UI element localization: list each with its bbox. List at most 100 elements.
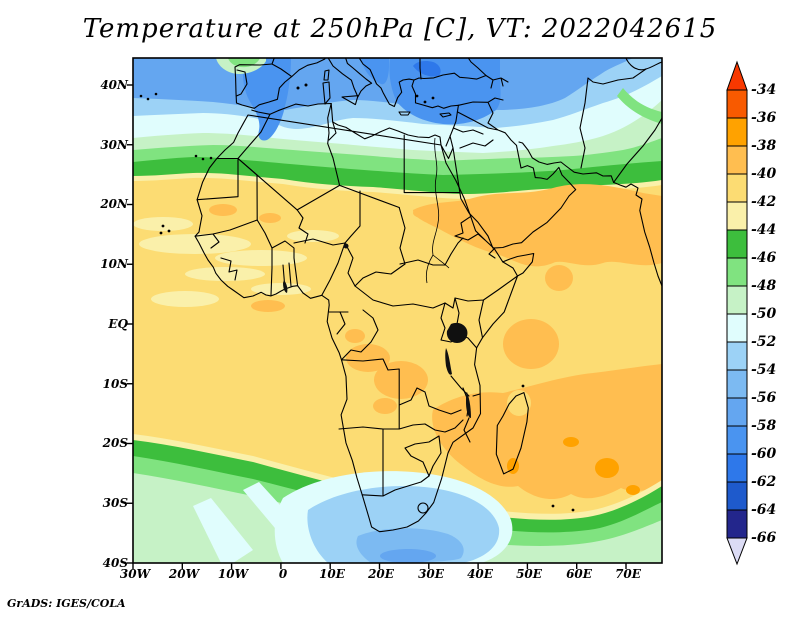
- border-mali-niger-burkina: [256, 209, 309, 269]
- field-south-palegreen: [133, 473, 662, 563]
- lakes: [283, 243, 471, 418]
- border-cameroon-car-chad: [344, 242, 406, 287]
- border-sudan-ssudan-ethiopia: [399, 215, 486, 266]
- field-south-deepest-blue: [380, 549, 436, 563]
- lat-label-30s: 30S: [102, 496, 128, 510]
- field-ne-orange: [413, 184, 662, 267]
- border-angola-namibia-caprivi: [338, 423, 426, 430]
- island-sardinia-corsica: [322, 69, 331, 105]
- colorbar-over-triangle: [726, 60, 748, 91]
- lat-label-40s: 40S: [102, 556, 128, 570]
- colorbar-label: -38: [751, 138, 777, 154]
- coastline-iberia: [234, 58, 326, 109]
- border-westafrica-verticals: [220, 238, 346, 296]
- lat-label-10s: 10S: [102, 377, 128, 391]
- colorbar-segment: [726, 229, 748, 259]
- island-crete-cyprus: [398, 111, 452, 118]
- border-eastafrica: [440, 297, 478, 349]
- colorbar-label: -40: [751, 166, 777, 182]
- colorbar-label: -64: [751, 502, 777, 518]
- colorbar-label: -48: [751, 278, 777, 294]
- lon-label-30w: 30W: [119, 567, 151, 581]
- field-aegean-deepblue: [389, 58, 501, 125]
- lon-label-30e: 30E: [418, 567, 444, 581]
- map-plot-area: [127, 57, 663, 569]
- lon-label-60e: 60E: [566, 567, 592, 581]
- border-congo-drc: [340, 309, 379, 361]
- colorbar-segment: [726, 201, 748, 231]
- coastline-persiangulf-india: [518, 141, 662, 287]
- colorbar-segment: [726, 425, 748, 455]
- lat-label-10n: 10N: [100, 257, 128, 271]
- lon-label-20e: 20E: [368, 567, 394, 581]
- colorbar-label: -50: [751, 306, 777, 322]
- colorbar-under-triangle: [726, 537, 748, 566]
- border-algeria-tunisia-libya: [327, 102, 341, 186]
- colorbar-label: -54: [751, 362, 777, 378]
- border-iran-caucasus: [485, 68, 647, 169]
- colorbar-label: -36: [751, 110, 777, 126]
- border-horn: [454, 248, 519, 339]
- lon-label-10w: 10W: [217, 567, 249, 581]
- colorbar-segment: [726, 145, 748, 175]
- axis-ticks: [127, 84, 627, 569]
- colorbar-segment: [726, 285, 748, 315]
- lon-label-0: 0: [278, 567, 288, 581]
- coastline-africa: [194, 102, 535, 533]
- border-lesotho: [417, 502, 429, 514]
- lon-label-10e: 10E: [319, 567, 345, 581]
- coastline-italy: [327, 58, 373, 98]
- colorbar-segment: [726, 481, 748, 511]
- coastline-madagascar: [495, 392, 529, 475]
- colorbar-label: -44: [751, 222, 777, 238]
- border-nigeria-cameroon: [321, 242, 346, 296]
- lat-label-20n: 20N: [100, 197, 128, 211]
- colorbar-label: -62: [751, 474, 777, 490]
- border-cameroon-gabon-congo: [328, 311, 349, 335]
- map-frame: [132, 57, 663, 564]
- plot-title: Temperature at 250hPa [C], VT: 202204261…: [82, 14, 718, 44]
- border-tz-zambia-malawi: [450, 375, 481, 397]
- lon-label-20w: 20W: [168, 567, 200, 581]
- border-mozambique-malawi: [463, 417, 471, 443]
- field-south-cyan-streaks: [193, 482, 301, 563]
- colorbar-segment: [726, 313, 748, 343]
- border-egypt: [403, 134, 461, 194]
- colorbar-label: -34: [751, 82, 777, 98]
- border-libya-chad: [339, 184, 400, 209]
- island-dots: [139, 83, 575, 512]
- lat-label-20s: 20S: [102, 436, 128, 450]
- grads-credit: GrADS: IGES/COLA: [7, 597, 126, 610]
- colorbar-segment: [726, 117, 748, 147]
- lon-label-70e: 70E: [615, 567, 641, 581]
- colorbar-segment: [726, 341, 748, 371]
- border-chad-sudan: [398, 206, 406, 265]
- colorbar-label: -42: [751, 194, 777, 210]
- nile-river: [425, 137, 450, 284]
- coastline-turkey-levant: [411, 58, 487, 137]
- colorbar-label: -56: [751, 390, 777, 406]
- colorbar-segment: [726, 257, 748, 287]
- border-namibia-botswana-sa: [361, 428, 430, 497]
- border-morocco-algeria: [237, 113, 271, 160]
- field-ionian-deepblue: [361, 58, 389, 85]
- island-sicily: [341, 95, 359, 106]
- lat-label-eq: EQ: [108, 317, 128, 331]
- colorbar-segment: [726, 453, 748, 483]
- colorbar-label: -66: [751, 530, 777, 546]
- coastline-arabia: [452, 144, 577, 249]
- colorbar-segment: [726, 89, 748, 119]
- border-car-drc: [354, 285, 446, 309]
- border-pakistan-india: [613, 117, 662, 183]
- border-niger-chad: [344, 190, 361, 244]
- field-iran-lightgreen-streak: [617, 88, 662, 124]
- lat-label-30n: 30N: [100, 138, 128, 152]
- border-zimbabwe: [404, 419, 464, 477]
- lon-label-40e: 40E: [467, 567, 493, 581]
- lat-label-40n: 40N: [100, 78, 128, 92]
- colorbar-label: -52: [751, 334, 777, 350]
- colorbar-label: -60: [751, 446, 777, 462]
- field-south-deeporange-spots: [507, 437, 640, 495]
- border-mideast: [445, 97, 518, 149]
